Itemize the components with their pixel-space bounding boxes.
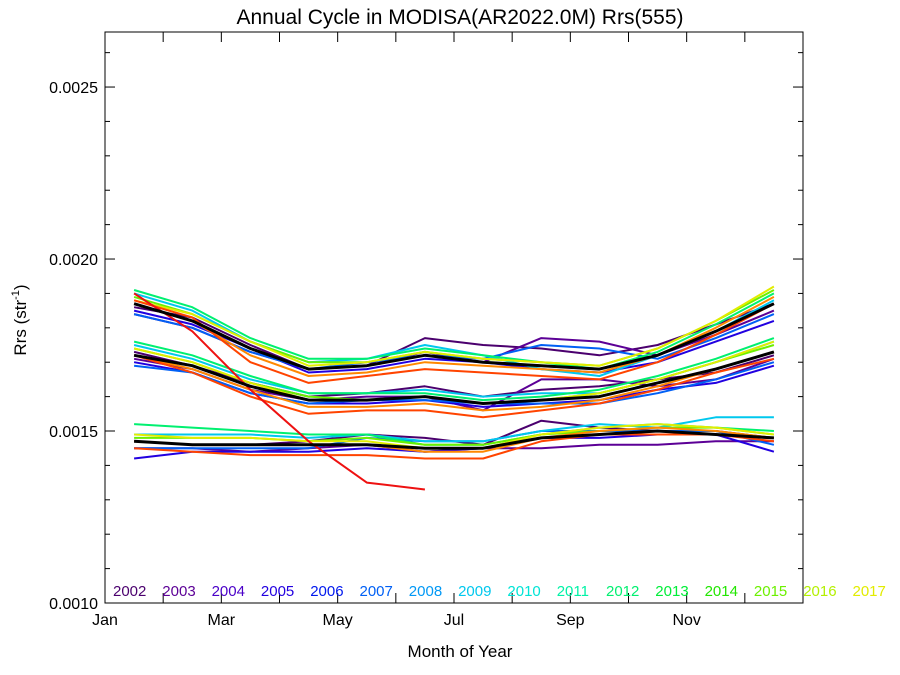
legend-item: 2014 — [705, 583, 738, 600]
series-line — [133, 361, 775, 405]
legend: 2002 2003 2004 2005 2006 2007 2008 2009 2010 2011… — [113, 583, 886, 600]
legend-item: 2015 — [754, 583, 787, 600]
chart-title: Annual Cycle in MODISA(AR2022.0M) Rrs(55… — [237, 6, 684, 29]
y-axis-label-close: ) — [11, 284, 30, 290]
x-tick-label: Jan — [92, 612, 118, 629]
series-layer — [133, 285, 775, 491]
y-tick-label: 0.0025 — [49, 80, 98, 97]
series-line — [133, 313, 775, 371]
y-axis-label-superscript: -1 — [10, 290, 22, 300]
legend-item: 2011 — [557, 583, 589, 600]
series-line — [134, 416, 774, 443]
legend-item: 2008 — [409, 583, 442, 600]
legend-item: 2005 — [261, 583, 294, 600]
mean-line — [134, 429, 774, 450]
series-line — [134, 433, 775, 460]
legend-item: 2006 — [310, 583, 343, 600]
y-tick-label: 0.0015 — [49, 424, 98, 441]
legend-item: 2012 — [606, 583, 639, 600]
axes-layer: Jan Mar May Jul Sep Nov 0.0010 0.0015 0.0020 0.00… — [49, 31, 804, 629]
series-line — [133, 299, 775, 384]
series-line — [133, 354, 775, 419]
legend-item: 2007 — [360, 583, 393, 600]
series-line — [133, 285, 775, 367]
legend-item: 2010 — [507, 583, 540, 600]
legend-item: 2017 — [853, 583, 886, 600]
x-tick-label: Sep — [556, 612, 585, 629]
x-tick-label: Nov — [672, 612, 700, 629]
legend-item: 2003 — [162, 583, 195, 600]
mean-line — [133, 350, 775, 405]
y-axis-label-main: Rrs (str — [11, 300, 30, 356]
series-line — [133, 302, 775, 371]
x-tick-label: Jul — [444, 612, 464, 629]
series-line — [133, 337, 775, 402]
legend-item: 2009 — [458, 583, 491, 600]
series-line — [133, 292, 426, 491]
y-tick-label: 0.0010 — [49, 596, 98, 613]
legend-item: 2004 — [212, 583, 245, 600]
series-line — [133, 350, 775, 412]
y-tick-label: 0.0020 — [49, 252, 98, 269]
y-axis-label: Rrs (str-1) — [10, 284, 30, 355]
x-axis-label: Month of Year — [408, 642, 513, 661]
legend-item: 2013 — [655, 583, 688, 600]
legend-item: 2016 — [803, 583, 836, 600]
mean-line — [133, 302, 775, 371]
x-tick-label: May — [323, 612, 353, 629]
legend-item: 2002 — [113, 583, 146, 600]
x-tick-label: Mar — [208, 612, 236, 629]
series-line — [133, 289, 775, 371]
